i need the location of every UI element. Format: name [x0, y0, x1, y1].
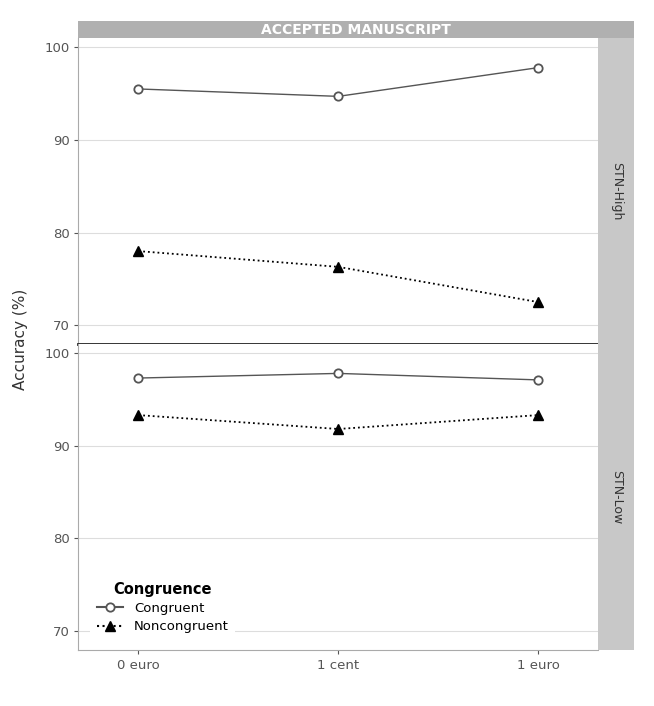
Legend: Congruent, Noncongruent: Congruent, Noncongruent: [90, 575, 235, 640]
Text: Accuracy (%): Accuracy (%): [13, 288, 28, 390]
Text: STN-High: STN-High: [610, 162, 623, 220]
Text: ACCEPTED MANUSCRIPT: ACCEPTED MANUSCRIPT: [262, 23, 451, 37]
Text: STN-Low: STN-Low: [610, 469, 623, 524]
